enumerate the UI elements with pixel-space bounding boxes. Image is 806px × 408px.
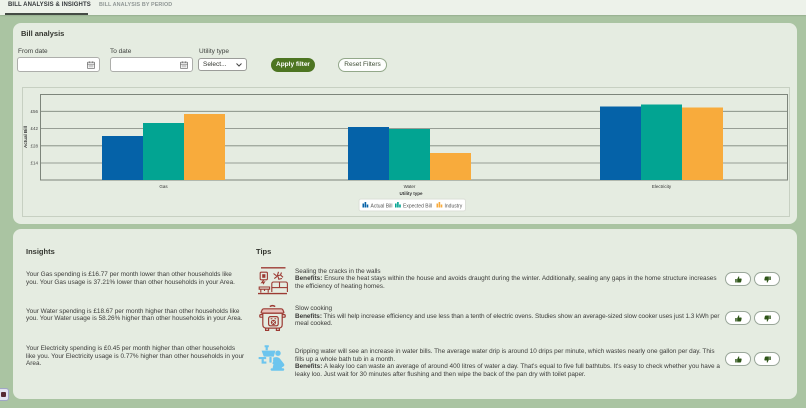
svg-text:Gas: Gas: [159, 184, 168, 189]
svg-text:Industry: Industry: [445, 204, 463, 210]
svg-text:£42: £42: [30, 126, 38, 131]
svg-text:Water: Water: [404, 184, 416, 189]
svg-text:£56: £56: [30, 109, 38, 114]
svg-text:Electricity: Electricity: [652, 184, 672, 189]
svg-text:£14: £14: [30, 161, 38, 166]
svg-text:Expected Bill: Expected Bill: [403, 204, 432, 210]
svg-text:Utility type: Utility type: [399, 191, 423, 196]
svg-text:Actual Bill: Actual Bill: [23, 126, 28, 148]
svg-text:£28: £28: [30, 144, 38, 149]
svg-text:Actual Bill: Actual Bill: [371, 204, 393, 210]
